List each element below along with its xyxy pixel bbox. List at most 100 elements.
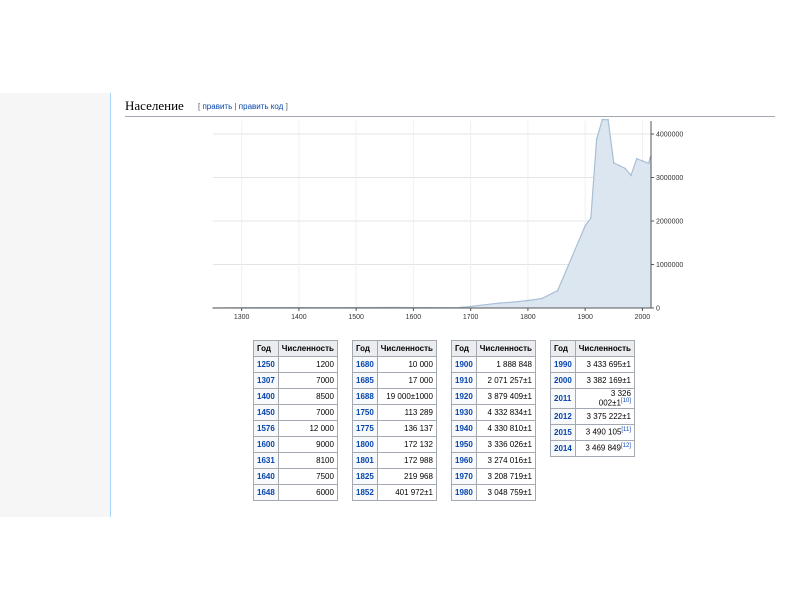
population-value: 19 000±1000 xyxy=(376,388,437,405)
year-link[interactable]: 1920 xyxy=(451,388,477,405)
population-value: 3 879 409±1 xyxy=(475,388,536,405)
year-link[interactable]: 1750 xyxy=(352,404,378,421)
population-value: 1200 xyxy=(277,356,338,373)
year-link[interactable]: 1825 xyxy=(352,468,378,485)
table-row: 1980 3 048 759±1 xyxy=(451,484,536,501)
header-population: Численность xyxy=(376,340,437,357)
year-link[interactable]: 1970 xyxy=(451,468,477,485)
data-point xyxy=(647,162,650,165)
header-year: Год xyxy=(550,340,576,357)
left-sidebar-panel xyxy=(0,93,111,517)
edit-code-link[interactable]: править код xyxy=(238,102,284,111)
x-tick-label: 2000 xyxy=(635,314,651,321)
data-point xyxy=(612,162,615,164)
year-link[interactable]: 1852 xyxy=(352,484,378,501)
x-tick-label: 1400 xyxy=(291,314,307,321)
data-point xyxy=(601,118,604,121)
population-value: 17 000 xyxy=(376,372,437,389)
table-row: 1648 6000 xyxy=(253,484,338,501)
population-value: 1 888 848 xyxy=(475,356,536,373)
year-link[interactable]: 1800 xyxy=(352,436,378,453)
reference-link[interactable]: [10] xyxy=(620,398,631,404)
year-link[interactable]: 1648 xyxy=(253,484,279,501)
population-value: 401 972±1 xyxy=(376,484,437,501)
year-link[interactable]: 1900 xyxy=(451,356,477,373)
y-tick-label: 2000000 xyxy=(656,219,683,226)
header-population: Численность xyxy=(475,340,536,357)
year-link[interactable]: 1980 xyxy=(451,484,477,501)
population-table: Год Численность 1250 1200 1307 7000 1400 8500 14… xyxy=(253,340,338,501)
data-point xyxy=(584,225,586,227)
data-point xyxy=(630,174,632,177)
year-link[interactable]: 2000 xyxy=(550,372,576,389)
table-row: 1825 219 968 xyxy=(352,468,437,485)
population-value: 3 048 759±1 xyxy=(475,484,536,501)
edit-link[interactable]: править xyxy=(202,102,233,111)
population-value: 3 433 695±1 xyxy=(574,356,635,373)
year-link[interactable]: 1990 xyxy=(550,356,576,373)
data-point xyxy=(527,299,530,302)
year-link[interactable]: 2015 xyxy=(550,423,576,441)
year-link[interactable]: 2014 xyxy=(550,439,576,457)
table-row: 1990 3 433 695±1 xyxy=(550,356,635,373)
year-link[interactable]: 1307 xyxy=(253,372,279,389)
population-area xyxy=(213,119,651,308)
section-heading: Население [ править | править код ] xyxy=(125,96,775,117)
year-link[interactable]: 1400 xyxy=(253,388,279,405)
population-value: 10 000 xyxy=(376,356,437,373)
table-row: 1970 3 208 719±1 xyxy=(451,468,536,485)
population-value: 8500 xyxy=(277,388,338,405)
population-value: 3 490 105[11] xyxy=(574,423,635,441)
year-link[interactable]: 1685 xyxy=(352,372,378,389)
population-value: 4 332 834±1 xyxy=(475,404,536,421)
population-value: 2 071 257±1 xyxy=(475,372,536,389)
reference-link[interactable]: [12] xyxy=(620,443,631,450)
y-tick-label: 4000000 xyxy=(656,132,683,139)
year-link[interactable]: 1600 xyxy=(253,436,279,453)
year-link[interactable]: 1576 xyxy=(253,420,279,437)
population-value: 7500 xyxy=(277,468,338,485)
x-tick-label: 1600 xyxy=(406,314,422,321)
table-row: 1631 8100 xyxy=(253,452,338,469)
table-header-row: Год Численность xyxy=(352,340,437,357)
year-link[interactable]: 2011 xyxy=(550,388,576,409)
table-row: 2015 3 490 105[11] xyxy=(550,423,635,441)
population-chart: 0 1000000 2000000 3000000 4000000 1300 1400 150… xyxy=(212,118,683,321)
edit-bracket-open: [ xyxy=(198,102,201,111)
year-link[interactable]: 1680 xyxy=(352,356,378,373)
table-row: 1900 1 888 848 xyxy=(451,356,536,373)
data-point xyxy=(624,167,627,170)
year-link[interactable]: 1801 xyxy=(352,452,378,469)
data-point xyxy=(595,138,598,141)
table-row: 1250 1200 xyxy=(253,356,338,373)
population-table: Год Численность 1990 3 433 695±1 2000 3 382 1… xyxy=(550,340,635,457)
population-value: 3 208 719±1 xyxy=(475,468,536,485)
year-link[interactable]: 1775 xyxy=(352,420,378,437)
year-link[interactable]: 1640 xyxy=(253,468,279,485)
year-link[interactable]: 1930 xyxy=(451,404,477,421)
population-value: 3 274 016±1 xyxy=(475,452,536,469)
table-row: 1685 17 000 xyxy=(352,372,437,389)
year-link[interactable]: 1450 xyxy=(253,404,279,421)
year-link[interactable]: 1631 xyxy=(253,452,279,469)
data-point xyxy=(541,297,544,300)
year-link[interactable]: 1688 xyxy=(352,388,378,405)
population-value: 3 375 222±1 xyxy=(574,407,635,425)
data-point xyxy=(641,160,644,162)
reference-link[interactable]: [11] xyxy=(621,427,631,434)
year-link[interactable]: 1250 xyxy=(253,356,279,373)
y-tick-label: 3000000 xyxy=(656,175,683,182)
year-link[interactable]: 2012 xyxy=(550,407,576,425)
population-value: 3 336 026±1 xyxy=(475,436,536,453)
population-value: 6000 xyxy=(277,484,338,501)
population-value: 9000 xyxy=(277,436,338,453)
population-value: 4 330 810±1 xyxy=(475,420,536,437)
year-link[interactable]: 1940 xyxy=(451,420,477,437)
year-link[interactable]: 1950 xyxy=(451,436,477,453)
population-value: 7000 xyxy=(277,404,338,421)
population-value: 8100 xyxy=(277,452,338,469)
year-link[interactable]: 1960 xyxy=(451,452,477,469)
year-link[interactable]: 1910 xyxy=(451,372,477,389)
data-point xyxy=(512,301,515,303)
population-table: Год Численность 1680 10 000 1685 17 000 1688 19… xyxy=(352,340,437,501)
